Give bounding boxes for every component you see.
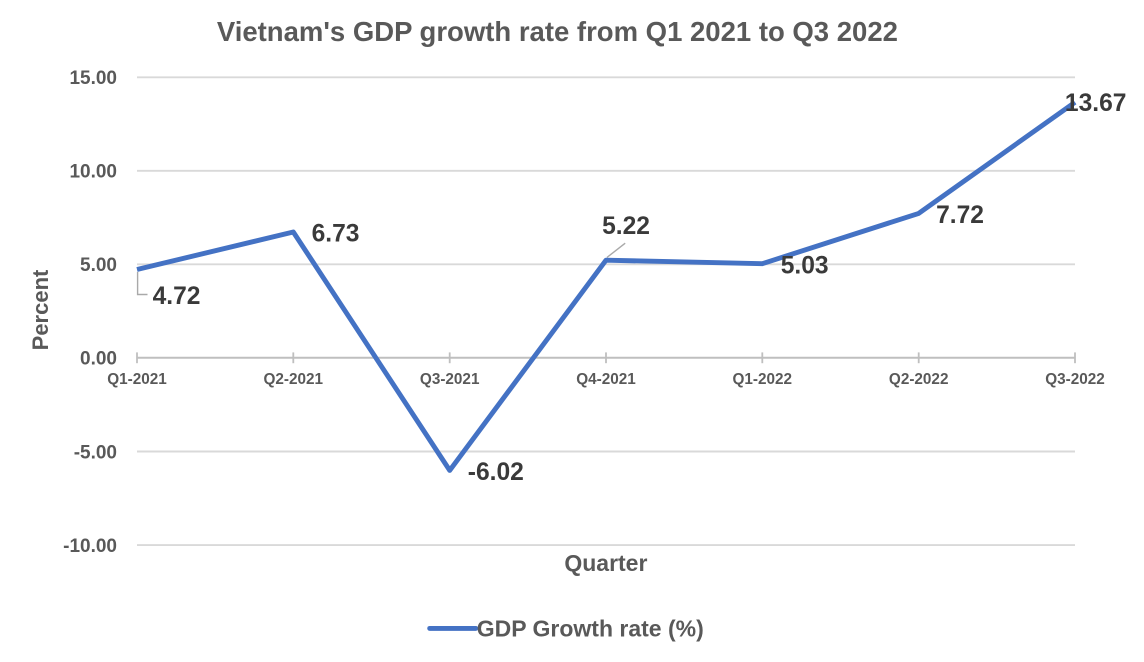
svg-text:Q3-2021: Q3-2021 <box>420 371 480 388</box>
svg-text:Q2-2022: Q2-2022 <box>889 371 949 388</box>
svg-text:GDP Growth rate (%): GDP Growth rate (%) <box>477 615 704 641</box>
svg-text:Q3-2022: Q3-2022 <box>1045 371 1105 388</box>
svg-text:Vietnam's GDP growth rate from: Vietnam's GDP growth rate from Q1 2021 t… <box>217 16 898 47</box>
svg-text:6.73: 6.73 <box>312 220 360 247</box>
svg-text:5.03: 5.03 <box>781 253 829 280</box>
svg-text:5.22: 5.22 <box>602 213 650 240</box>
svg-text:Percent: Percent <box>28 269 53 350</box>
svg-text:13.67: 13.67 <box>1065 90 1127 117</box>
svg-text:Q1-2022: Q1-2022 <box>733 371 793 388</box>
svg-text:Quarter: Quarter <box>564 550 647 576</box>
svg-text:Q4-2021: Q4-2021 <box>576 371 636 388</box>
svg-text:-5.00: -5.00 <box>74 442 117 463</box>
svg-text:0.00: 0.00 <box>80 349 117 370</box>
svg-text:4.72: 4.72 <box>153 283 201 310</box>
svg-text:-6.02: -6.02 <box>468 459 524 486</box>
svg-text:10.00: 10.00 <box>69 162 117 183</box>
svg-text:5.00: 5.00 <box>80 255 117 276</box>
svg-text:15.00: 15.00 <box>69 68 117 89</box>
svg-text:Q2-2021: Q2-2021 <box>264 371 324 388</box>
svg-text:-10.00: -10.00 <box>63 536 117 557</box>
svg-text:Q1-2021: Q1-2021 <box>107 371 167 388</box>
svg-text:7.72: 7.72 <box>936 202 984 229</box>
